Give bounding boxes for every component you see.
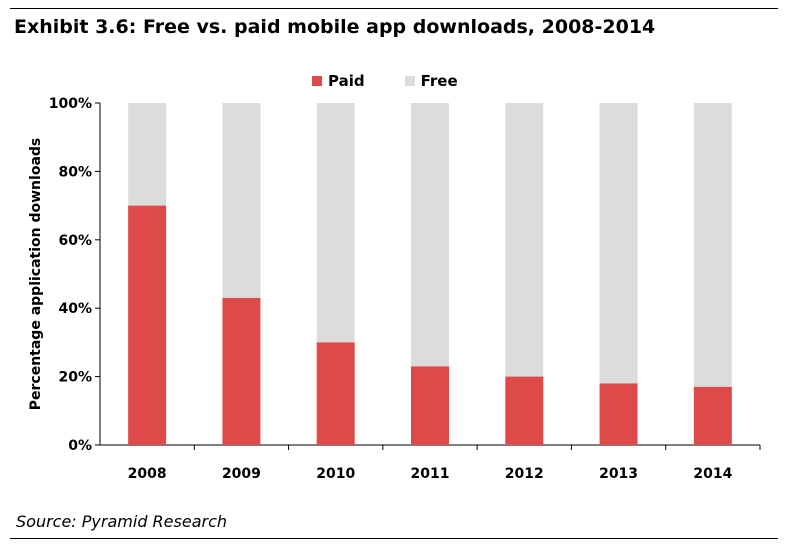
legend-item-paid: Paid	[312, 72, 365, 90]
bar-paid-2013	[599, 383, 638, 445]
bar-free-2009	[222, 103, 261, 298]
y-tick-label: 100%	[49, 96, 92, 112]
y-tick-label: 60%	[58, 233, 92, 249]
legend-swatch-free	[404, 76, 415, 86]
bar-paid-2012	[505, 376, 544, 445]
bar-paid-2010	[316, 342, 355, 445]
legend-label-free: Free	[420, 72, 458, 90]
bar-paid-2009	[222, 297, 261, 445]
x-tick-label-2012: 2012	[505, 466, 544, 482]
x-tick-label-2008: 2008	[128, 466, 167, 482]
y-axis-label: Percentage application downloads	[28, 138, 44, 411]
y-tick-label: 20%	[58, 370, 92, 386]
x-tick-label-2011: 2011	[411, 466, 450, 482]
y-tick-label: 40%	[58, 301, 92, 317]
y-tick-label: 80%	[58, 164, 92, 180]
chart-title: Exhibit 3.6: Free vs. paid mobile app do…	[14, 16, 656, 38]
bar-paid-2008	[128, 205, 167, 445]
bar-free-2011	[411, 103, 449, 367]
legend-swatch-paid	[312, 76, 322, 86]
x-tick-label-2010: 2010	[316, 466, 355, 482]
legend-item-free: Free	[404, 72, 458, 90]
bottom-rule	[10, 538, 778, 539]
x-tick-label-2014: 2014	[693, 466, 732, 482]
bar-free-2010	[316, 103, 355, 343]
legend-label-paid: Paid	[328, 72, 365, 90]
x-tick-label-2009: 2009	[222, 466, 261, 482]
bar-free-2014	[693, 103, 732, 387]
legend: Paid Free	[312, 72, 498, 90]
bar-paid-2011	[411, 366, 449, 445]
bar-free-2008	[128, 103, 167, 206]
y-tick-label: 0%	[68, 438, 92, 454]
x-tick-label-2013: 2013	[599, 466, 638, 482]
bar-paid-2014	[693, 386, 732, 445]
source-note: Source: Pyramid Research	[16, 512, 228, 531]
bar-free-2012	[505, 103, 544, 377]
top-rule	[10, 8, 778, 9]
bar-free-2013	[599, 103, 638, 384]
